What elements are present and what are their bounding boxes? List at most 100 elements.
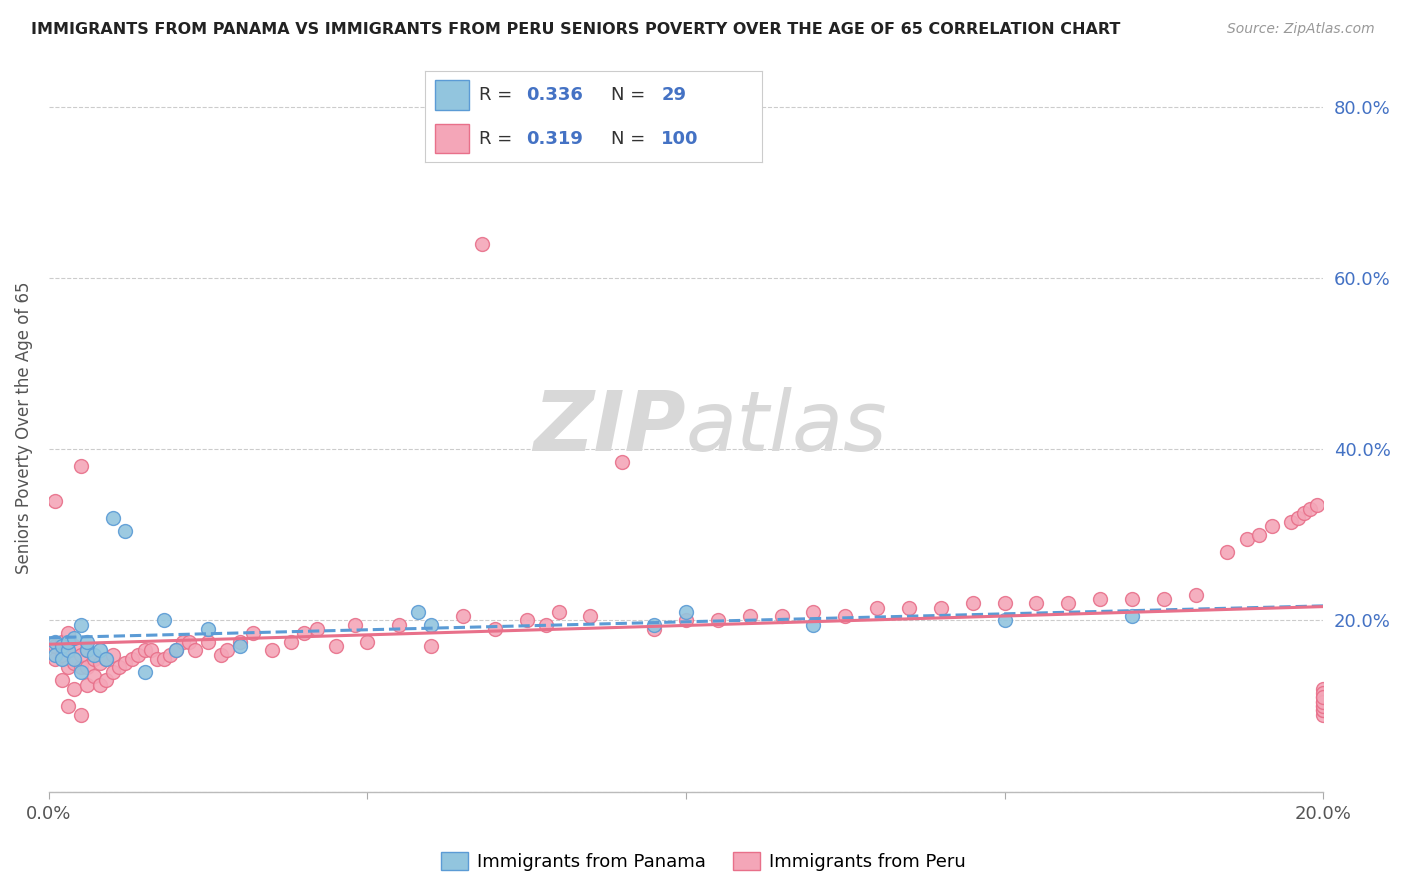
Point: [471, 236, 494, 251]
Y-axis label: Seniors Poverty Over the Age of 65: Seniors Poverty Over the Age of 65: [15, 282, 32, 574]
Text: atlas: atlas: [686, 387, 887, 468]
Point: [292, 626, 315, 640]
Point: [612, 455, 634, 469]
Point: [63, 652, 86, 666]
Point: [1312, 698, 1334, 713]
Point: [547, 605, 569, 619]
Point: [388, 617, 411, 632]
Point: [1312, 681, 1334, 696]
Point: [834, 609, 856, 624]
Point: [1312, 703, 1334, 717]
Point: [101, 648, 124, 662]
Point: [305, 622, 328, 636]
Point: [96, 652, 118, 666]
Point: [197, 635, 219, 649]
Point: [121, 652, 143, 666]
Point: [1312, 686, 1334, 700]
Point: [516, 614, 538, 628]
Point: [675, 605, 697, 619]
Point: [63, 639, 86, 653]
Point: [89, 657, 111, 671]
Point: [484, 622, 506, 636]
Point: [83, 648, 105, 662]
Point: [44, 639, 66, 653]
Point: [929, 600, 952, 615]
Point: [408, 605, 430, 619]
Point: [356, 635, 378, 649]
Point: [1305, 498, 1327, 512]
Point: [69, 648, 91, 662]
Point: [534, 617, 557, 632]
Point: [803, 605, 825, 619]
Point: [451, 609, 474, 624]
Point: [89, 677, 111, 691]
Point: [76, 643, 98, 657]
Text: IMMIGRANTS FROM PANAMA VS IMMIGRANTS FROM PERU SENIORS POVERTY OVER THE AGE OF 6: IMMIGRANTS FROM PANAMA VS IMMIGRANTS FRO…: [31, 22, 1121, 37]
Point: [1057, 596, 1080, 610]
Point: [44, 648, 66, 662]
Point: [643, 622, 665, 636]
Point: [51, 639, 73, 653]
Point: [146, 652, 169, 666]
Point: [184, 643, 207, 657]
Point: [76, 635, 98, 649]
Point: [738, 609, 761, 624]
Point: [643, 617, 665, 632]
Point: [56, 626, 79, 640]
Point: [1216, 545, 1239, 559]
Point: [1292, 507, 1315, 521]
Point: [1312, 695, 1334, 709]
Point: [51, 652, 73, 666]
Point: [63, 681, 86, 696]
Point: [1312, 703, 1334, 717]
Point: [993, 614, 1015, 628]
Point: [770, 609, 793, 624]
Point: [1279, 515, 1302, 529]
Point: [325, 639, 347, 653]
Point: [242, 626, 264, 640]
Point: [897, 600, 920, 615]
Point: [69, 665, 91, 679]
Point: [134, 643, 156, 657]
Point: [1121, 609, 1143, 624]
Point: [1249, 528, 1271, 542]
Point: [675, 614, 697, 628]
Point: [420, 617, 443, 632]
Point: [101, 665, 124, 679]
Point: [1153, 592, 1175, 607]
Point: [114, 524, 136, 538]
Point: [69, 707, 91, 722]
Point: [56, 643, 79, 657]
Point: [44, 493, 66, 508]
Point: [217, 643, 239, 657]
Point: [63, 631, 86, 645]
Point: [866, 600, 889, 615]
Point: [229, 635, 252, 649]
Point: [229, 639, 252, 653]
Point: [108, 660, 131, 674]
Point: [152, 614, 174, 628]
Point: [56, 660, 79, 674]
Point: [139, 643, 162, 657]
Point: [165, 643, 187, 657]
Point: [280, 635, 302, 649]
Point: [56, 635, 79, 649]
Point: [152, 652, 174, 666]
Point: [96, 673, 118, 688]
Point: [69, 617, 91, 632]
Legend: Immigrants from Panama, Immigrants from Peru: Immigrants from Panama, Immigrants from …: [433, 845, 973, 879]
Point: [89, 643, 111, 657]
Point: [172, 635, 194, 649]
Point: [51, 635, 73, 649]
Point: [962, 596, 984, 610]
Point: [76, 660, 98, 674]
Point: [209, 648, 232, 662]
Point: [1312, 707, 1334, 722]
Point: [803, 617, 825, 632]
Point: [44, 635, 66, 649]
Point: [260, 643, 283, 657]
Point: [993, 596, 1015, 610]
Point: [69, 459, 91, 474]
Point: [1025, 596, 1047, 610]
Point: [1299, 502, 1322, 516]
